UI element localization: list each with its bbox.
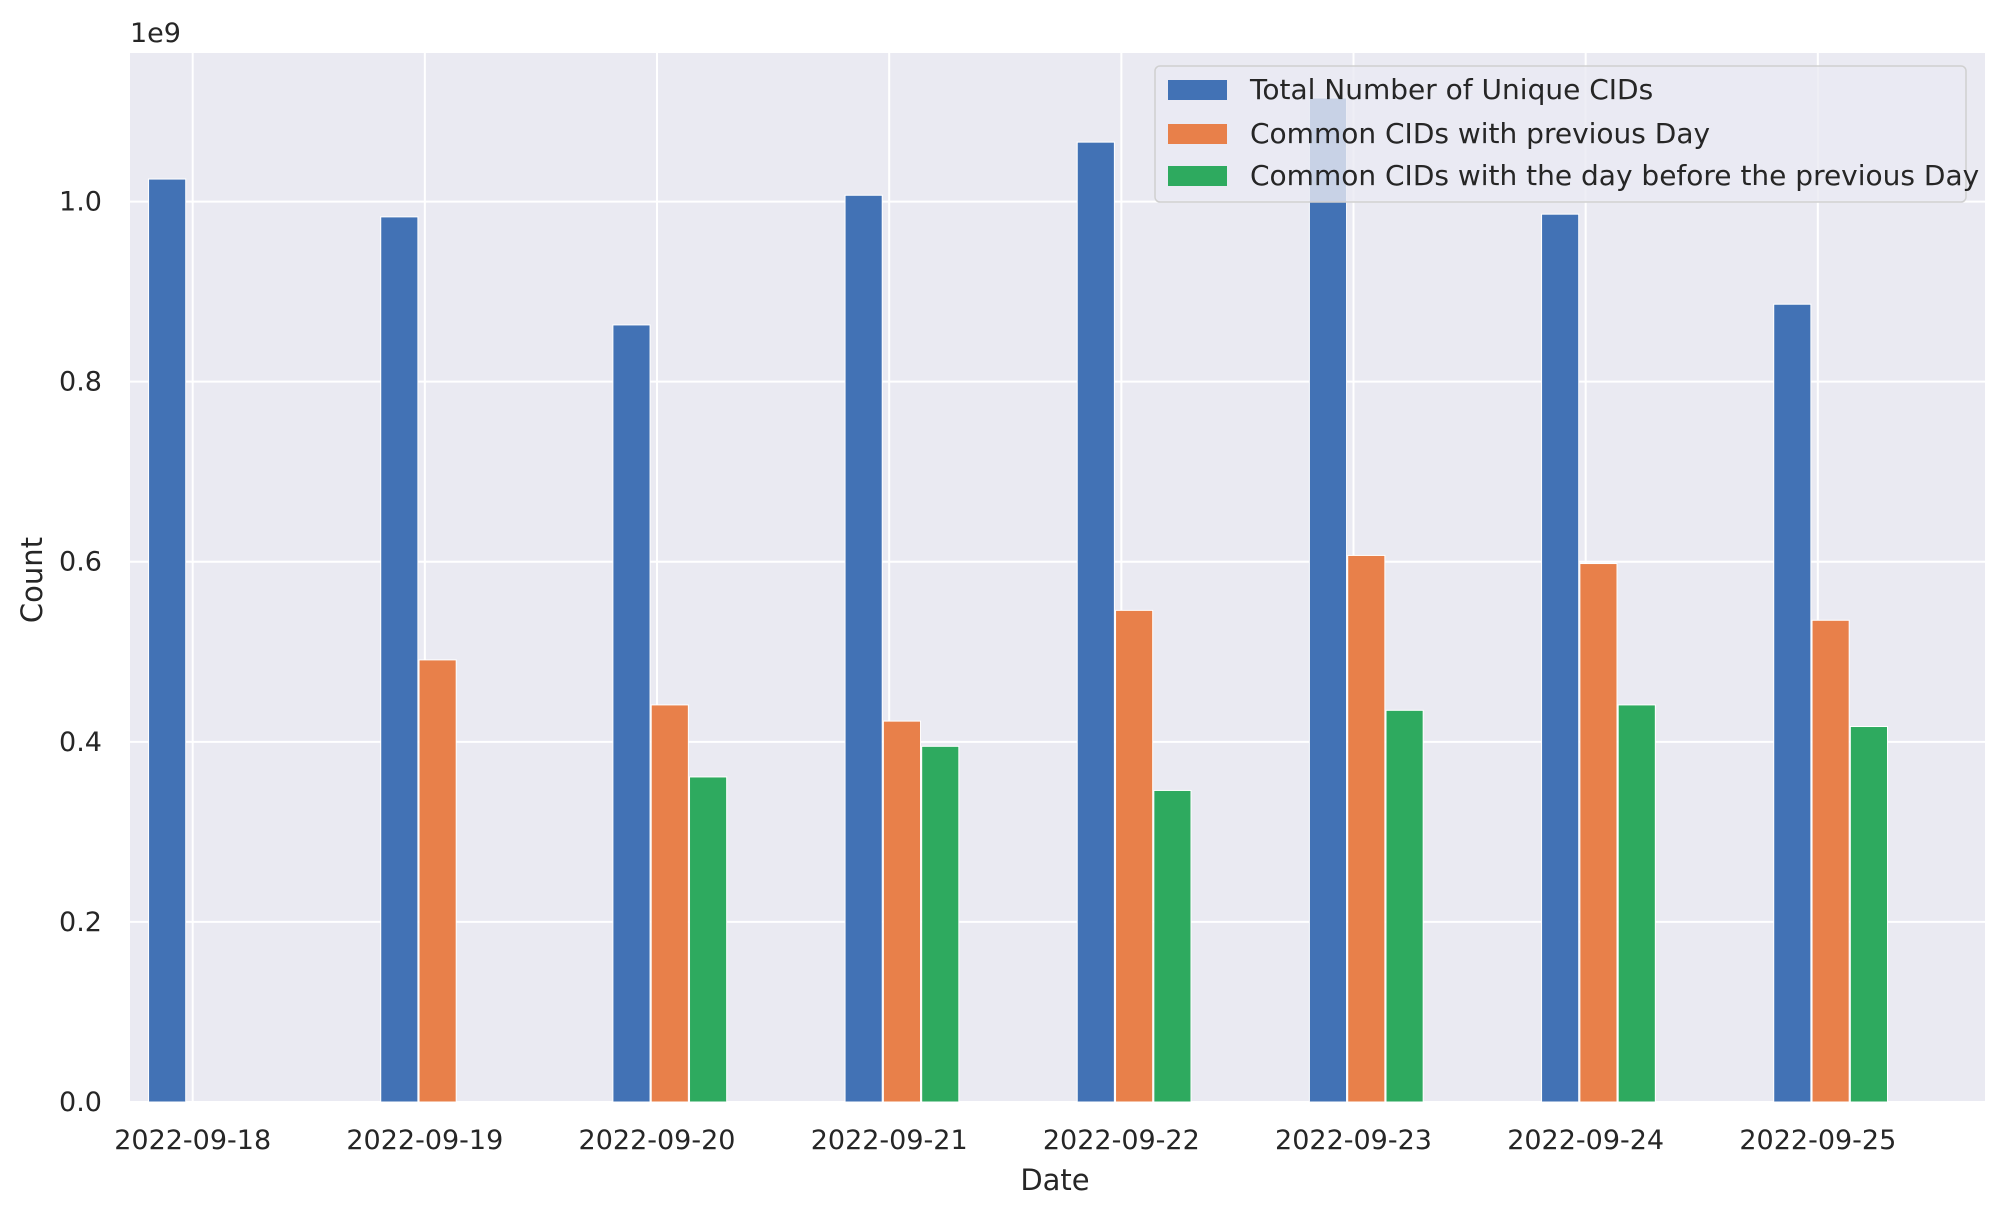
bars <box>148 97 1888 1103</box>
bar-series-1 <box>1308 97 1348 1103</box>
legend: Total Number of Unique CIDs Common CIDs … <box>1154 65 1979 203</box>
y-tick-label: 0.0 <box>59 1087 102 1118</box>
y-tick-label: 0.6 <box>59 547 102 578</box>
legend-box <box>1154 65 1967 203</box>
x-tick-label: 2022-09-18 <box>114 1125 271 1156</box>
bar-series-1 <box>380 216 419 1103</box>
y-tick-label: 0.8 <box>59 367 102 398</box>
x-tick-label: 2022-09-19 <box>346 1125 503 1156</box>
bar-series-3 <box>921 745 960 1103</box>
legend-swatch-day-before-previous <box>1168 166 1227 186</box>
bar-series-2 <box>418 659 457 1103</box>
legend-label-total: Total Number of Unique CIDs <box>1249 73 1653 106</box>
bar-series-2 <box>1579 563 1618 1103</box>
legend-label-day-before-previous: Common CIDs with the day before the prev… <box>1250 159 1979 192</box>
bar-series-3 <box>1385 709 1424 1103</box>
x-tick-label: 2022-09-24 <box>1507 1125 1664 1156</box>
y-tick-label: 0.4 <box>59 727 102 758</box>
bar-series-2 <box>1347 554 1386 1103</box>
x-axis-label: Date <box>1020 1163 1089 1197</box>
legend-swatch-previous-day <box>1168 124 1227 144</box>
x-tick-label: 2022-09-21 <box>811 1125 968 1156</box>
x-tick-label: 2022-09-20 <box>579 1125 736 1156</box>
bar-series-2 <box>882 720 922 1103</box>
bar-series-2 <box>1811 619 1850 1103</box>
legend-swatch-total <box>1168 80 1227 100</box>
tick-labels: 0.0 0.2 0.4 0.6 0.8 1.0 2022-09-18 2022-09-19 20… <box>59 187 1896 1156</box>
y-tick-label: 0.2 <box>59 907 102 938</box>
bar-series-3 <box>1849 726 1888 1103</box>
bar-series-2 <box>1115 609 1154 1103</box>
bar-series-3 <box>1153 789 1192 1103</box>
bar-series-1 <box>1541 213 1580 1103</box>
y-offset-label: 1e9 <box>130 18 181 49</box>
bar-series-3 <box>689 776 728 1103</box>
x-tick-label: 2022-09-23 <box>1275 1125 1432 1156</box>
y-tick-label: 1.0 <box>59 187 102 218</box>
bar-series-1 <box>148 178 187 1103</box>
bar-series-2 <box>650 704 689 1103</box>
bar-series-3 <box>1617 704 1656 1103</box>
x-tick-label: 2022-09-25 <box>1739 1125 1896 1156</box>
y-axis-label: Count <box>15 537 49 623</box>
bar-series-1 <box>844 194 883 1103</box>
x-tick-label: 2022-09-22 <box>1043 1125 1200 1156</box>
bar-series-1 <box>1076 141 1115 1103</box>
bar-series-1 <box>1773 303 1812 1103</box>
legend-label-previous-day: Common CIDs with previous Day <box>1250 117 1710 150</box>
bar-series-1 <box>612 324 651 1103</box>
